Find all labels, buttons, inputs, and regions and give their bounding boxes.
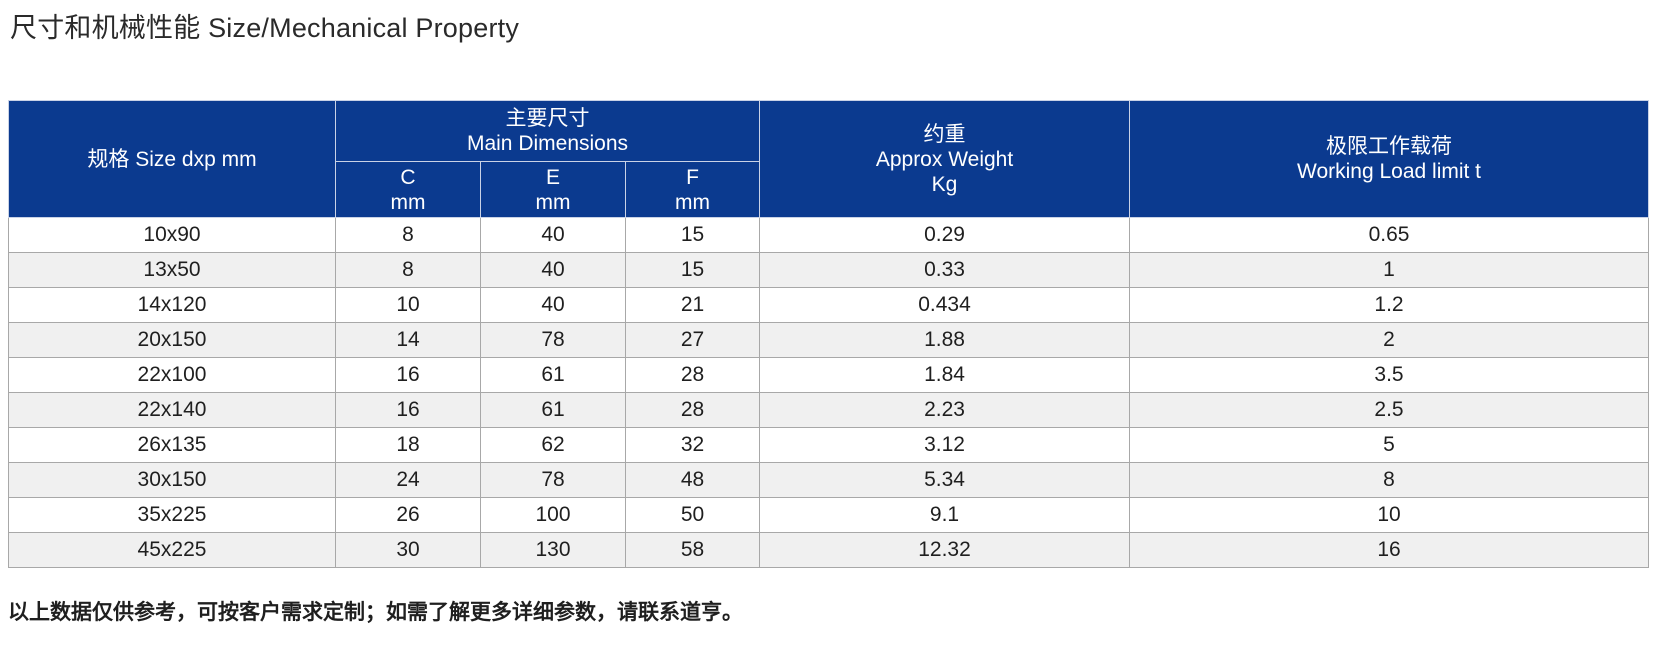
- header-size-label: 规格 Size dxp mm: [87, 147, 257, 171]
- table-row: 45x225 30 130 58 12.32 16: [8, 532, 1650, 568]
- cell-c: 16: [335, 392, 481, 428]
- cell-size: 10x90: [8, 217, 336, 253]
- cell-e: 130: [480, 532, 626, 568]
- header-wll-en: Working Load limit t: [1297, 160, 1482, 183]
- spec-table: 规格 Size dxp mm 主要尺寸 Main Dimensions 约重 A…: [8, 100, 1650, 568]
- cell-e: 61: [480, 392, 626, 428]
- table-header: 规格 Size dxp mm 主要尺寸 Main Dimensions 约重 A…: [8, 100, 1650, 218]
- cell-weight: 12.32: [759, 532, 1131, 568]
- cell-wll: 1.2: [1129, 287, 1650, 323]
- cell-wll: 2.5: [1129, 392, 1650, 428]
- cell-wll: 1: [1129, 252, 1650, 288]
- cell-c: 16: [335, 357, 481, 393]
- header-wll-cn: 极限工作载荷: [1326, 135, 1453, 158]
- table-row: 30x150 24 78 48 5.34 8: [8, 462, 1650, 498]
- cell-f: 15: [624, 217, 761, 253]
- cell-c: 18: [335, 427, 481, 463]
- page-title: 尺寸和机械性能 Size/Mechanical Property: [10, 13, 520, 43]
- cell-e: 100: [480, 497, 626, 533]
- cell-weight: 3.12: [759, 427, 1131, 463]
- cell-wll: 3.5: [1129, 357, 1650, 393]
- cell-f: 28: [624, 392, 761, 428]
- footer-note: 以上数据仅供参考，可按客户需求定制；如需了解更多详细参数，请联系道亨。: [8, 601, 743, 624]
- cell-e: 62: [480, 427, 626, 463]
- cell-size: 30x150: [8, 462, 336, 498]
- cell-f: 50: [624, 497, 761, 533]
- table-row: 22x100 16 61 28 1.84 3.5: [8, 357, 1650, 393]
- table-row: 26x135 18 62 32 3.12 5: [8, 427, 1650, 463]
- cell-e: 78: [480, 322, 626, 358]
- cell-size: 35x225: [8, 497, 336, 533]
- cell-e: 61: [480, 357, 626, 393]
- cell-size: 26x135: [8, 427, 336, 463]
- cell-c: 10: [335, 287, 481, 323]
- table-row: 20x150 14 78 27 1.88 2: [8, 322, 1650, 358]
- table-row: 13x50 8 40 15 0.33 1: [8, 252, 1650, 288]
- table-row: 10x90 8 40 15 0.29 0.65: [8, 217, 1650, 253]
- cell-weight: 0.33: [759, 252, 1131, 288]
- table-row: 35x225 26 100 50 9.1 10: [8, 497, 1650, 533]
- cell-f: 15: [624, 252, 761, 288]
- cell-size: 14x120: [8, 287, 336, 323]
- cell-size: 22x100: [8, 357, 336, 393]
- cell-c: 8: [335, 252, 481, 288]
- cell-wll: 0.65: [1129, 217, 1650, 253]
- cell-size: 22x140: [8, 392, 336, 428]
- header-f: F mm: [624, 161, 761, 218]
- header-working-load-limit: 极限工作载荷 Working Load limit t: [1129, 100, 1650, 218]
- header-c-letter: C: [400, 165, 416, 189]
- header-weight-unit: Kg: [931, 172, 958, 196]
- cell-f: 32: [624, 427, 761, 463]
- header-e-unit: mm: [535, 190, 571, 214]
- header-e-letter: E: [545, 165, 560, 189]
- cell-f: 21: [624, 287, 761, 323]
- cell-weight: 2.23: [759, 392, 1131, 428]
- cell-e: 78: [480, 462, 626, 498]
- cell-e: 40: [480, 217, 626, 253]
- header-weight-en: Approx Weight: [875, 147, 1014, 171]
- cell-c: 26: [335, 497, 481, 533]
- header-c-unit: mm: [390, 190, 426, 214]
- header-f-unit: mm: [675, 190, 710, 214]
- cell-wll: 2: [1129, 322, 1650, 358]
- cell-c: 14: [335, 322, 481, 358]
- cell-size: 13x50: [8, 252, 336, 288]
- cell-wll: 5: [1129, 427, 1650, 463]
- header-weight: 约重 Approx Weight Kg: [759, 100, 1131, 218]
- header-main-dimensions-en: Main Dimensions: [466, 132, 629, 155]
- cell-weight: 1.84: [759, 357, 1131, 393]
- cell-c: 24: [335, 462, 481, 498]
- cell-c: 30: [335, 532, 481, 568]
- cell-weight: 5.34: [759, 462, 1131, 498]
- cell-f: 48: [624, 462, 761, 498]
- cell-weight: 1.88: [759, 322, 1131, 358]
- cell-f: 27: [624, 322, 761, 358]
- header-size: 规格 Size dxp mm: [8, 100, 336, 218]
- cell-size: 45x225: [8, 532, 336, 568]
- header-c: C mm: [335, 161, 481, 218]
- header-weight-cn: 约重: [923, 122, 966, 146]
- cell-weight: 0.29: [759, 217, 1131, 253]
- cell-wll: 16: [1129, 532, 1650, 568]
- cell-f: 28: [624, 357, 761, 393]
- cell-wll: 10: [1129, 497, 1650, 533]
- cell-e: 40: [480, 252, 626, 288]
- cell-f: 58: [624, 532, 761, 568]
- cell-e: 40: [480, 287, 626, 323]
- cell-weight: 9.1: [759, 497, 1131, 533]
- cell-weight: 0.434: [759, 287, 1131, 323]
- table-row: 22x140 16 61 28 2.23 2.5: [8, 392, 1650, 428]
- header-main-dimensions: 主要尺寸 Main Dimensions: [334, 100, 761, 162]
- header-main-dimensions-cn: 主要尺寸: [505, 107, 590, 130]
- cell-wll: 8: [1129, 462, 1650, 498]
- cell-size: 20x150: [8, 322, 336, 358]
- header-e: E mm: [480, 161, 626, 218]
- table-row: 14x120 10 40 21 0.434 1.2: [8, 287, 1650, 323]
- header-f-letter: F: [686, 165, 699, 189]
- cell-c: 8: [335, 217, 481, 253]
